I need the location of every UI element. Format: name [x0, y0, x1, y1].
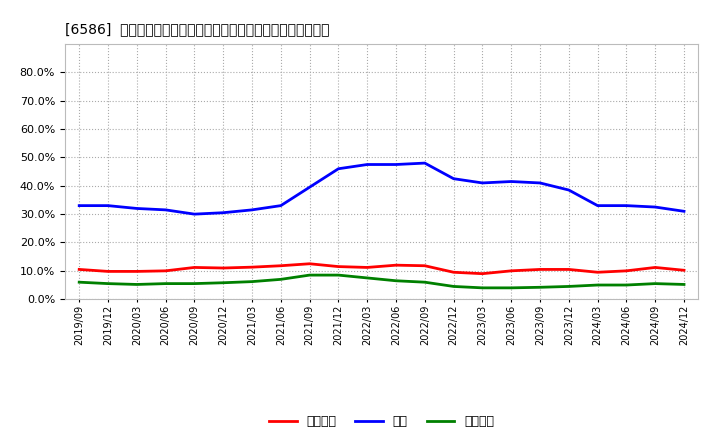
Line: 売上債権: 売上債権	[79, 264, 684, 274]
売上債権	[132, 269, 141, 274]
売上債権	[276, 263, 285, 268]
買入債務	[248, 279, 256, 284]
在庫	[132, 206, 141, 211]
売上債権	[161, 268, 170, 274]
Legend: 売上債権, 在庫, 買入債務: 売上債権, 在庫, 買入債務	[264, 411, 499, 433]
在庫	[104, 203, 112, 208]
在庫	[680, 209, 688, 214]
売上債権	[564, 267, 573, 272]
在庫	[161, 207, 170, 213]
売上債権	[622, 268, 631, 274]
買入債務	[420, 279, 429, 285]
在庫	[219, 210, 228, 215]
在庫	[305, 184, 314, 190]
売上債権	[449, 270, 458, 275]
買入債務	[507, 285, 516, 290]
在庫	[334, 166, 343, 172]
売上債権	[680, 268, 688, 273]
売上債権	[305, 261, 314, 266]
買入債務	[75, 279, 84, 285]
在庫	[593, 203, 602, 208]
在庫	[276, 203, 285, 208]
買入債務	[305, 272, 314, 278]
在庫	[75, 203, 84, 208]
在庫	[651, 205, 660, 210]
在庫	[564, 187, 573, 193]
売上債権	[248, 264, 256, 270]
在庫	[420, 161, 429, 166]
買入債務	[622, 282, 631, 288]
買入債務	[680, 282, 688, 287]
売上債権	[478, 271, 487, 276]
買入債務	[190, 281, 199, 286]
売上債権	[363, 265, 372, 270]
売上債権	[651, 265, 660, 270]
在庫	[507, 179, 516, 184]
売上債権	[219, 265, 228, 271]
買入債務	[478, 285, 487, 290]
買入債務	[363, 275, 372, 281]
買入債務	[564, 284, 573, 289]
買入債務	[651, 281, 660, 286]
売上債権	[536, 267, 544, 272]
売上債権	[75, 267, 84, 272]
買入債務	[449, 284, 458, 289]
買入債務	[219, 280, 228, 286]
在庫	[363, 162, 372, 167]
買入債務	[593, 282, 602, 288]
売上債権	[334, 264, 343, 269]
在庫	[478, 180, 487, 186]
売上債権	[392, 263, 400, 268]
在庫	[622, 203, 631, 208]
買入債務	[334, 272, 343, 278]
在庫	[190, 212, 199, 217]
在庫	[536, 180, 544, 186]
売上債権	[420, 263, 429, 268]
Text: [6586]  売上債権、在庫、買入債務の総資産に対する比率の推移: [6586] 売上債権、在庫、買入債務の総資産に対する比率の推移	[65, 22, 329, 36]
買入債務	[392, 278, 400, 283]
買入債務	[276, 277, 285, 282]
買入債務	[132, 282, 141, 287]
売上債権	[593, 270, 602, 275]
売上債権	[104, 269, 112, 274]
在庫	[248, 207, 256, 213]
買入債務	[536, 285, 544, 290]
在庫	[392, 162, 400, 167]
Line: 在庫: 在庫	[79, 163, 684, 214]
買入債務	[161, 281, 170, 286]
在庫	[449, 176, 458, 181]
買入債務	[104, 281, 112, 286]
売上債権	[507, 268, 516, 274]
Line: 買入債務: 買入債務	[79, 275, 684, 288]
売上債権	[190, 265, 199, 270]
